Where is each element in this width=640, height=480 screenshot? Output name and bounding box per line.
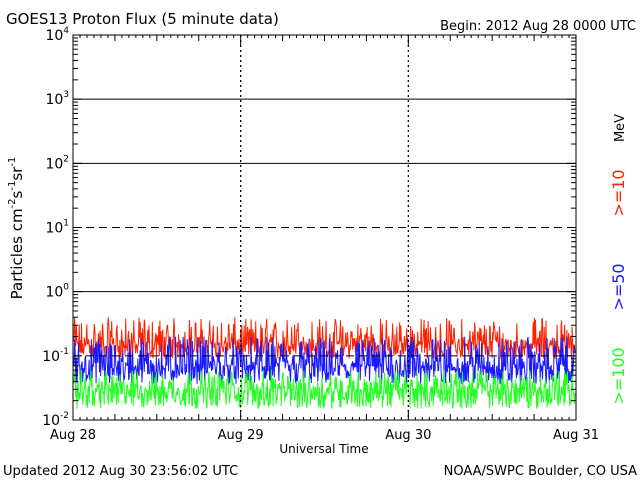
y-axis-label-main: Particles cm (8, 208, 26, 299)
y-tick-base: 10 (45, 221, 63, 237)
grid-layer (73, 35, 576, 420)
y-tick-base: 10 (42, 413, 60, 429)
x-axis-label: Universal Time (279, 442, 368, 456)
credit-line: NOAA/SWPC Boulder, CO USA (444, 464, 637, 479)
y-axis-label-s: s (8, 190, 26, 198)
y-tick-base: 10 (42, 349, 60, 365)
y-tick-exponent: 3 (63, 90, 69, 100)
legend-ge10: >=10 (609, 169, 628, 216)
series-line (73, 336, 576, 386)
y-tick-base: 10 (45, 285, 63, 301)
legend-ge50: >=50 (609, 263, 628, 310)
y-axis-label-exp1: -2 (7, 198, 18, 208)
x-tick-label: Aug 28 (50, 428, 96, 443)
x-tick-label: Aug 29 (218, 428, 264, 443)
y-tick-exponent: 4 (63, 26, 69, 36)
y-tick-label: 101 (45, 219, 69, 237)
y-tick-exponent: 2 (63, 154, 69, 164)
y-axis-label-exp2: -1 (7, 181, 18, 191)
y-tick-base: 10 (45, 156, 63, 172)
y-tick-label: 100 (45, 283, 69, 301)
y-tick-exponent: -1 (60, 347, 69, 357)
y-axis-label-sr: sr (8, 166, 26, 181)
y-tick-label: 104 (45, 26, 69, 44)
series-line (73, 369, 576, 410)
x-tick-label: Aug 31 (553, 428, 599, 443)
legend-ge100: >=100 (609, 347, 628, 404)
y-tick-exponent: 1 (63, 219, 69, 229)
chart-title: GOES13 Proton Flux (5 minute data) (6, 10, 279, 28)
y-tick-label: 103 (45, 90, 69, 108)
begin-time: Begin: 2012 Aug 28 0000 UTC (440, 19, 636, 34)
y-tick-label: 10-1 (42, 347, 69, 365)
y-axis-label: Particles cm-2s-1sr-1 (7, 157, 26, 300)
x-tick-labels: Aug 28 Aug 29 Aug 30 Aug 31 (50, 428, 599, 443)
y-tick-base: 10 (45, 28, 63, 44)
y-tick-base: 10 (45, 92, 63, 108)
x-tick-label: Aug 30 (385, 428, 431, 443)
legend-unit-mev: MeV (613, 114, 628, 142)
y-axis-label-exp3: -1 (7, 157, 18, 167)
y-tick-label: 102 (45, 154, 69, 172)
y-tick-exponent: 0 (63, 283, 69, 293)
y-tick-label: 10-2 (42, 411, 69, 429)
y-tick-exponent: -2 (60, 411, 69, 421)
updated-timestamp: Updated 2012 Aug 30 23:56:02 UTC (3, 464, 238, 479)
series-layer (73, 317, 576, 410)
